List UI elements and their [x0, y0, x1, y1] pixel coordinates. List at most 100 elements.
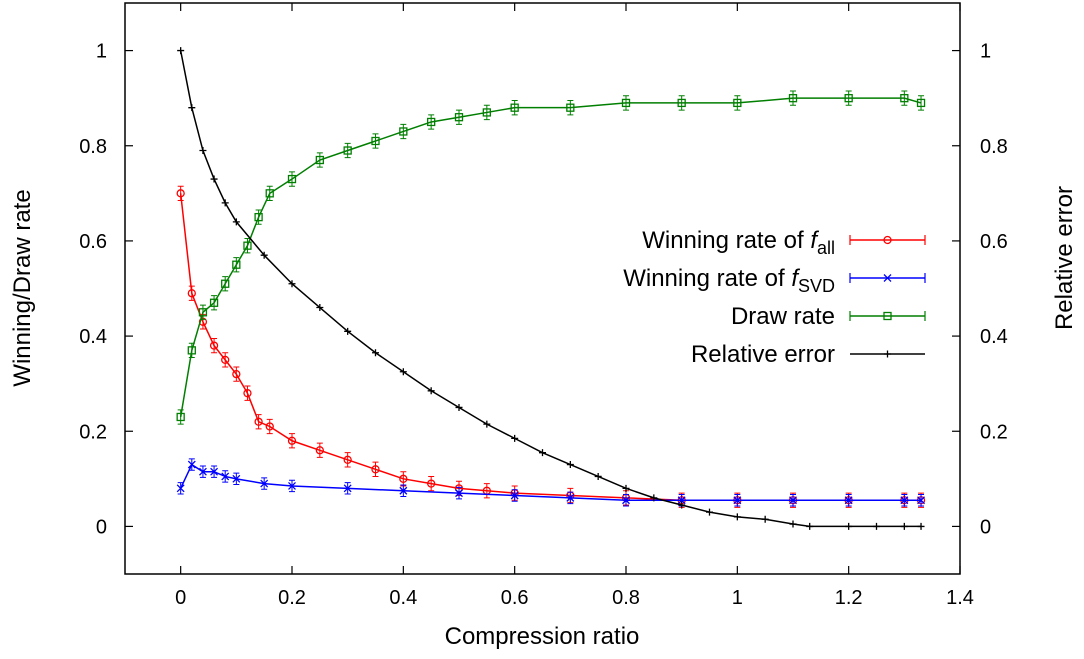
data-point: [622, 496, 630, 505]
legend-marker: [884, 350, 891, 358]
legend-item: Relative error: [691, 341, 925, 368]
error-bar: [845, 90, 852, 106]
error-bar: [567, 100, 574, 116]
data-point: [806, 522, 814, 530]
data-point: [399, 474, 408, 483]
error-bar: [316, 442, 323, 458]
error-bar: [344, 452, 351, 468]
y-tick-label: 0.6: [79, 231, 107, 253]
legend: Winning rate of fall Winning rate of fSVD…: [623, 227, 926, 368]
error-bar: [372, 133, 379, 149]
x-axis: 0 0.2 0.4 0.6 0.8 1 1.2 1.4: [175, 3, 974, 609]
error-bar: [316, 152, 323, 168]
data-point: [198, 467, 207, 476]
series-winning-rate-of-f-svd: [176, 458, 925, 507]
data-point: [243, 241, 252, 250]
series-line: [179, 463, 922, 501]
error-bar: [244, 385, 251, 401]
data-point: [177, 47, 185, 55]
legend-errbar: [849, 273, 926, 283]
data-point: [187, 460, 196, 469]
data-point: [199, 147, 207, 155]
legend-label: Draw rate: [731, 303, 835, 330]
x-tick-label: 1.2: [835, 587, 863, 609]
data-point: [343, 146, 352, 155]
data-point: [210, 467, 219, 476]
data-point: [188, 104, 196, 112]
data-point: [221, 279, 230, 288]
error-bar: [255, 414, 262, 430]
x-tick-label: 1.4: [946, 587, 974, 609]
legend-item: Winning rate of fSVD: [623, 265, 926, 296]
error-bar: [790, 90, 796, 106]
legend-marker: [883, 311, 892, 321]
data-point: [566, 493, 575, 502]
data-point: [265, 189, 274, 198]
legend-errbar: [849, 235, 926, 245]
data-point: [176, 484, 185, 493]
data-point: [900, 94, 909, 103]
error-bar: [623, 95, 629, 111]
data-point: [900, 522, 908, 530]
data-point: [455, 403, 463, 411]
data-point: [399, 127, 408, 136]
data-point: [427, 479, 436, 488]
data-point: [254, 417, 263, 426]
plot-frame: [124, 2, 961, 575]
error-bar: [456, 109, 462, 125]
data-point: [844, 496, 853, 505]
data-point: [232, 218, 240, 226]
error-bar: [255, 209, 262, 225]
data-point: [232, 369, 241, 379]
data-point: [315, 155, 324, 165]
series-line: [179, 97, 922, 418]
data-point: [566, 103, 575, 112]
error-bar: [734, 95, 741, 111]
data-point: [427, 117, 436, 127]
data-point: [621, 98, 631, 108]
data-point: [789, 520, 797, 528]
error-bar: [211, 295, 218, 311]
data-point: [917, 496, 925, 505]
y-tick-label: 0: [96, 516, 107, 538]
data-point: [288, 482, 296, 490]
data-point: [210, 175, 218, 183]
data-point: [483, 420, 491, 428]
data-point: [287, 436, 297, 445]
error-bar: [344, 142, 351, 159]
y2-axis-label: Relative error: [1051, 186, 1078, 330]
data-point: [187, 289, 196, 298]
data-point: [916, 98, 926, 108]
data-point: [788, 94, 798, 103]
data-point: [761, 515, 769, 523]
data-point: [260, 251, 268, 259]
data-point: [650, 494, 658, 502]
y-tick-label: 0.4: [79, 326, 107, 348]
error-bar: [372, 461, 379, 477]
legend-marker: [883, 274, 892, 282]
data-point: [678, 501, 686, 509]
error-bar: [483, 104, 490, 121]
error-bar: [199, 304, 206, 320]
data-point: [232, 260, 241, 269]
x-axis-label: Compression ratio: [445, 623, 640, 650]
data-point: [706, 508, 713, 516]
data-point: [265, 422, 274, 431]
data-point: [510, 103, 519, 112]
data-point: [622, 484, 630, 492]
y2-tick-label: 0: [980, 516, 991, 538]
error-bar: [233, 257, 240, 273]
y-axis-left: 0 0.2 0.4 0.6 0.8 1: [79, 41, 133, 538]
legend-marker: [883, 235, 892, 245]
series-layer: [176, 47, 926, 530]
data-point: [482, 108, 491, 117]
y-axis-label: Winning/Draw rate: [9, 189, 36, 386]
error-bar: [289, 171, 295, 187]
data-point: [371, 136, 380, 146]
legend-errbar: [849, 311, 926, 321]
data-point: [873, 522, 880, 530]
legend-label: Winning rate of fall: [642, 227, 835, 258]
data-point: [733, 496, 742, 505]
data-point: [198, 308, 208, 317]
legend-item: Winning rate of fall: [642, 227, 926, 258]
